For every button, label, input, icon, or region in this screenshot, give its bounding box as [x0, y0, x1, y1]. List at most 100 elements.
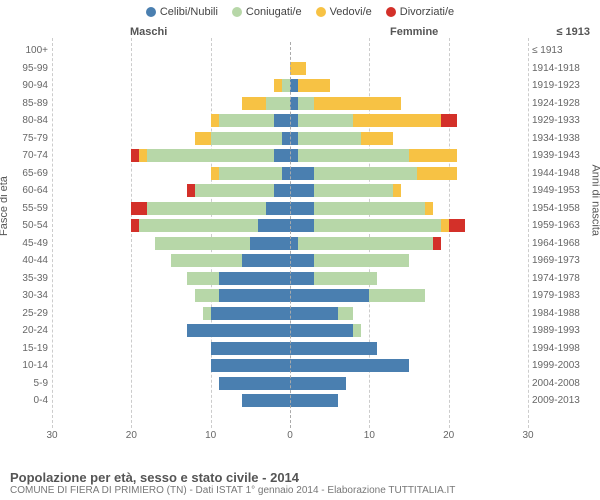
bar-segment-male — [274, 184, 290, 197]
bar-segment-male — [187, 272, 219, 285]
bar-segment-male — [211, 307, 290, 320]
age-label: 70-74 — [4, 150, 48, 161]
bar-segment-female — [290, 149, 298, 162]
bar-segment-male — [266, 202, 290, 215]
bar-segment-female — [449, 219, 465, 232]
bar-segment-female — [314, 167, 417, 180]
grid-line — [528, 38, 529, 428]
bar-segment-male — [219, 272, 290, 285]
age-label: 15-19 — [4, 343, 48, 354]
year-label: 1984-1988 — [532, 308, 592, 319]
age-label: 35-39 — [4, 273, 48, 284]
footer-title: Popolazione per età, sesso e stato civil… — [10, 470, 590, 485]
bar-segment-female — [314, 254, 409, 267]
age-label: 55-59 — [4, 203, 48, 214]
year-label: 1949-1953 — [532, 185, 592, 196]
year-label: 1954-1958 — [532, 203, 592, 214]
year-label: 1919-1923 — [532, 80, 592, 91]
bar-segment-female — [290, 132, 298, 145]
bar-segment-female — [361, 132, 393, 145]
bar-segment-female — [298, 132, 361, 145]
bar-segment-male — [211, 359, 290, 372]
center-line — [290, 42, 291, 428]
bar-segment-female — [290, 184, 314, 197]
legend-label: Coniugati/e — [246, 6, 302, 18]
legend-swatch-divorziati — [386, 7, 396, 17]
bar-segment-female — [417, 167, 457, 180]
legend-swatch-coniugati — [232, 7, 242, 17]
bar-segment-male — [131, 219, 139, 232]
year-label: 1979-1983 — [532, 290, 592, 301]
age-label: 60-64 — [4, 185, 48, 196]
age-label: 30-34 — [4, 290, 48, 301]
year-label: 1959-1963 — [532, 220, 592, 231]
bar-segment-female — [290, 114, 298, 127]
header-female: Femmine — [390, 26, 438, 38]
bar-segment-male — [203, 307, 211, 320]
bar-segment-male — [242, 394, 290, 407]
bar-segment-male — [211, 167, 219, 180]
bar-segment-female — [290, 79, 298, 92]
age-label: 45-49 — [4, 238, 48, 249]
bar-segment-male — [131, 149, 139, 162]
x-tick-label: 10 — [205, 430, 216, 441]
bar-segment-male — [187, 324, 290, 337]
year-label: 1929-1933 — [532, 115, 592, 126]
year-label: 1994-1998 — [532, 343, 592, 354]
age-label: 80-84 — [4, 115, 48, 126]
bar-segment-female — [433, 237, 441, 250]
age-label: 10-14 — [4, 360, 48, 371]
bar-segment-male — [242, 254, 290, 267]
bar-segment-female — [314, 97, 401, 110]
year-label: 1999-2003 — [532, 360, 592, 371]
legend-label: Celibi/Nubili — [160, 6, 218, 18]
bar-segment-female — [353, 324, 361, 337]
bar-segment-male — [266, 97, 290, 110]
age-label: 20-24 — [4, 325, 48, 336]
age-label: 85-89 — [4, 98, 48, 109]
bar-segment-female — [298, 114, 354, 127]
bar-segment-female — [290, 272, 314, 285]
chart-container: Celibi/Nubili Coniugati/e Vedovi/e Divor… — [0, 0, 600, 500]
year-label: 1939-1943 — [532, 150, 592, 161]
bar-segment-female — [290, 254, 314, 267]
age-label: 65-69 — [4, 168, 48, 179]
bar-segment-male — [250, 237, 290, 250]
age-label: 90-94 — [4, 80, 48, 91]
bar-segment-male — [219, 167, 282, 180]
bar-segment-female — [314, 202, 425, 215]
bar-segment-female — [409, 149, 457, 162]
bar-segment-male — [274, 114, 290, 127]
legend: Celibi/Nubili Coniugati/e Vedovi/e Divor… — [0, 0, 600, 20]
bar-segment-female — [290, 62, 306, 75]
bar-segment-male — [187, 184, 195, 197]
header-right: ≤ 1913 — [556, 26, 590, 38]
bar-segment-female — [441, 114, 457, 127]
x-tick-label: 30 — [46, 430, 57, 441]
year-label: 1964-1968 — [532, 238, 592, 249]
bar-segment-female — [290, 97, 298, 110]
bar-segment-female — [290, 219, 314, 232]
legend-item-divorziati: Divorziati/e — [386, 6, 454, 18]
bar-segment-female — [298, 149, 409, 162]
bar-segment-male — [219, 377, 290, 390]
bar-segment-female — [298, 237, 433, 250]
year-label: 1924-1928 — [532, 98, 592, 109]
year-label: 1934-1938 — [532, 133, 592, 144]
bar-segment-female — [314, 184, 393, 197]
bar-segment-male — [274, 149, 290, 162]
year-label: 1974-1978 — [532, 273, 592, 284]
bar-segment-female — [369, 289, 425, 302]
bar-segment-male — [274, 79, 282, 92]
bar-segment-male — [258, 219, 290, 232]
bar-segment-female — [290, 237, 298, 250]
bar-segment-male — [171, 254, 242, 267]
bar-segment-male — [211, 342, 290, 355]
bar-segment-female — [298, 79, 330, 92]
x-tick-label: 30 — [522, 430, 533, 441]
bar-segment-female — [290, 394, 338, 407]
bar-segment-male — [131, 202, 147, 215]
legend-item-coniugati: Coniugati/e — [232, 6, 302, 18]
bar-segment-female — [393, 184, 401, 197]
x-tick-label: 10 — [364, 430, 375, 441]
